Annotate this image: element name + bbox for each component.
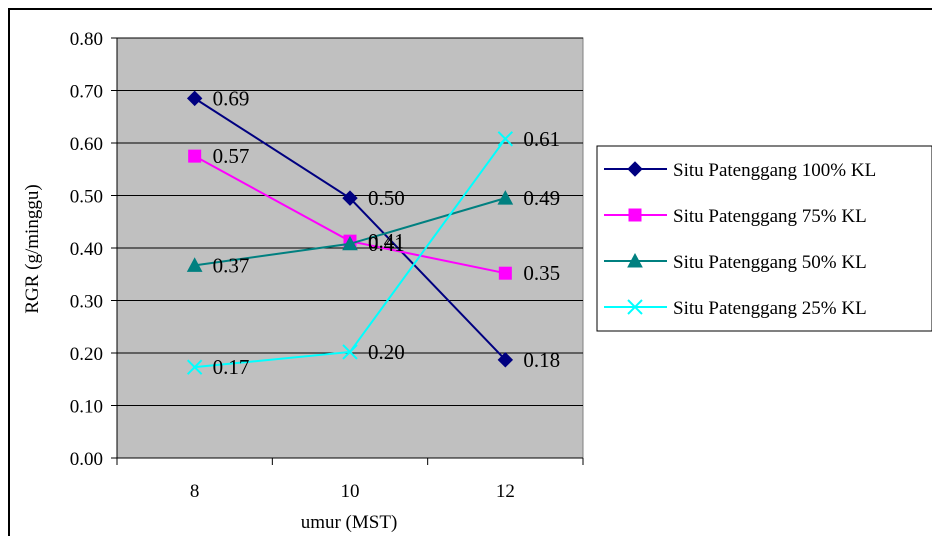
legend-marker xyxy=(627,161,643,177)
legend-label: Situ Patenggang 50% KL xyxy=(673,252,867,273)
data-point xyxy=(342,235,358,251)
data-point xyxy=(186,257,203,272)
legend: Situ Patenggang 100% KL Situ Patenggang 7… xyxy=(596,145,932,332)
data-label: 0.37 xyxy=(213,253,250,277)
legend-item: Situ Patenggang 50% KL xyxy=(604,252,867,273)
legend-label: Situ Patenggang 100% KL xyxy=(673,160,876,181)
legend-label: Situ Patenggang 25% KL xyxy=(673,298,867,319)
data-point xyxy=(497,352,514,368)
data-label: 0.50 xyxy=(368,186,405,210)
legend-label: Situ Patenggang 75% KL xyxy=(673,206,867,227)
data-point xyxy=(498,266,512,280)
y-axis-title: RGR (g/minggu) xyxy=(22,184,43,313)
series-3 xyxy=(186,190,514,272)
y-tick-label: 0.00 xyxy=(70,449,103,470)
data-point xyxy=(186,359,203,375)
data-point xyxy=(497,190,514,205)
legend-item: Situ Patenggang 25% KL xyxy=(604,298,867,319)
y-tick-label: 0.50 xyxy=(70,187,103,208)
series-4 xyxy=(186,131,514,375)
data-label: 0.17 xyxy=(213,355,250,379)
data-point xyxy=(342,344,358,360)
y-tick-label: 0.30 xyxy=(70,292,103,313)
data-label: 0.61 xyxy=(523,127,560,151)
series-group xyxy=(186,90,514,375)
data-labels: 0.690.500.180.570.410.350.370.410.490.17… xyxy=(213,86,560,379)
y-tick-label: 0.10 xyxy=(70,397,103,418)
data-label: 0.41 xyxy=(368,229,405,253)
data-label: 0.35 xyxy=(523,261,560,285)
x-tick-label: 8 xyxy=(190,481,200,502)
y-tick-label: 0.60 xyxy=(70,134,103,155)
legend-item: Situ Patenggang 100% KL xyxy=(604,160,876,181)
data-label: 0.18 xyxy=(523,348,560,372)
legend-box xyxy=(596,145,932,332)
legend-marker xyxy=(628,208,642,222)
data-point xyxy=(186,90,203,107)
legend-marker xyxy=(627,252,643,268)
axes: 0.00 0.10 0.20 0.30 0.40 0.50 0.60 0.70 0.80 8 10 1… xyxy=(70,29,584,502)
series-1 xyxy=(186,90,514,368)
data-label: 0.69 xyxy=(213,86,250,110)
y-tick-label: 0.20 xyxy=(70,344,103,365)
data-label: 0.20 xyxy=(368,340,405,364)
data-point xyxy=(497,131,514,147)
data-label: 0.41 xyxy=(368,232,405,256)
x-tick-label: 12 xyxy=(496,481,515,502)
data-point xyxy=(342,190,358,206)
x-axis-title: umur (MST) xyxy=(301,512,398,533)
legend-item: Situ Patenggang 75% KL xyxy=(604,206,867,227)
x-tick-label: 10 xyxy=(341,481,360,502)
data-point xyxy=(188,149,202,163)
data-label: 0.49 xyxy=(523,186,560,210)
y-tick-label: 0.70 xyxy=(70,82,103,103)
y-tick-label: 0.80 xyxy=(70,29,103,50)
legend-marker xyxy=(627,299,643,315)
y-tick-label: 0.40 xyxy=(70,239,103,260)
data-label: 0.57 xyxy=(213,144,250,168)
